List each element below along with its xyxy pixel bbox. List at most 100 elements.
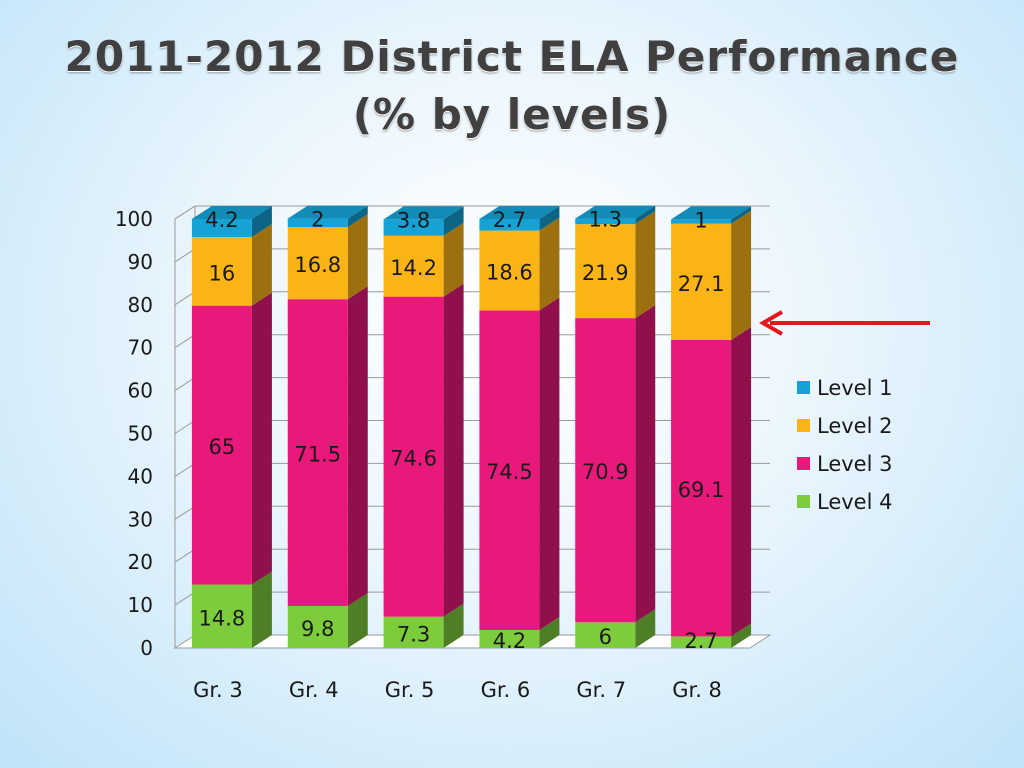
legend-item: Level 1 [797,376,892,400]
data-label: 27.1 [678,272,725,296]
chart-bars [191,205,752,648]
bar-segment [671,210,752,340]
data-label: 3.8 [397,208,430,232]
chart-axes: 0 10 20 30 40 50 60 70 80 90 100 Gr. 3 Gr. 4 Gr. 5 Gr.… [115,207,722,702]
bar-segment [191,571,272,648]
legend-label: Level 3 [817,452,892,476]
gridline-side [174,334,196,349]
y-tick-label: 40 [128,464,153,488]
bar-segment-side [251,571,272,648]
gridline-side [174,248,196,263]
gridline-side [174,462,196,477]
bar-segment-side [251,224,272,306]
bar-segment-side [443,603,464,648]
legend-label: Level 1 [817,376,892,400]
bar-segment [671,623,752,648]
bar-segment [287,214,368,300]
chart-annotation [759,310,930,336]
bar-segment [383,206,464,236]
bar-segment-side [443,206,464,236]
data-label: 1 [694,208,707,232]
bar-segment-front [479,219,540,231]
legend-label: Level 4 [817,490,892,514]
y-tick-label: 20 [128,550,153,574]
data-label: 14.8 [199,606,246,630]
x-tick-label: Gr. 4 [289,678,339,702]
y-tick-label: 50 [128,422,153,446]
data-label: 74.5 [486,460,533,484]
data-label: 4.2 [205,208,238,232]
bar-segment-top [479,206,560,219]
y-tick-label: 90 [128,250,153,274]
bar-segment-side [731,206,752,224]
data-label: 7.3 [397,622,430,646]
bar-segment-side [731,623,752,648]
bar-segment [671,326,752,637]
bar-segment [191,206,272,238]
bar-segment-front [287,605,348,648]
bar-segment-front [383,296,444,617]
legend-item: Level 4 [797,490,892,514]
bar-segment [383,283,464,617]
gridline-side [174,505,196,520]
data-label: 16 [209,261,236,285]
bar-segment-top [671,206,752,220]
bar-segment-front [191,219,252,238]
bar-segment-front [671,339,732,637]
y-tick-label: 70 [128,336,153,360]
legend-swatch [797,457,810,470]
legend-item: Level 2 [797,414,892,438]
bar-segment [479,297,560,630]
gridline-side [174,591,196,606]
bar-segment [575,205,656,225]
chart-legend: Level 1 Level 2 Level 3 Level 4 [797,376,892,514]
slide-title-line1: 2011-2012 District ELA Performance [64,32,960,81]
bar-segment-front [191,305,252,585]
bar-segment-front [287,299,348,606]
bar-segment-front [383,235,444,297]
gridline-side [174,205,196,220]
bar-segment-front [287,218,348,228]
y-tick-label: 80 [128,293,153,317]
bar-segment [287,592,368,648]
annotation-arrow-head [759,310,784,336]
bar-segment [191,224,272,306]
bar-segment-side [539,616,560,648]
bar-segment-top [383,206,464,220]
data-label: 2 [311,208,324,232]
data-label: 21.9 [582,261,629,285]
bar-segment-side [347,205,368,228]
bar-segment-front [575,218,636,225]
legend-item: Level 3 [797,452,892,476]
bar-segment-side [347,286,368,606]
bar-segment-side [731,210,752,340]
bar-segment [479,616,560,648]
gridline-side [174,377,196,392]
bar-segment-front [671,636,732,648]
data-label: 65 [209,435,236,459]
bar-segment-side [347,592,368,648]
gridline-side [174,420,196,434]
y-tick-label: 0 [140,636,153,660]
data-label: 71.5 [294,443,341,467]
data-label: 9.8 [301,617,334,641]
bar-segment [671,206,752,224]
chart-data-labels: 14.865164.29.871.516.827.374.614.23.84.2… [199,208,725,653]
bar-segment-side [635,305,656,623]
legend-swatch [797,381,810,394]
data-label: 14.2 [390,256,437,280]
bar-segment-side [635,205,656,225]
data-label: 69.1 [678,478,725,502]
bar-segment [383,603,464,648]
bar-segment-front [287,227,348,300]
bar-segment-side [347,214,368,300]
legend-swatch [797,495,810,508]
bar-segment-front [575,318,636,623]
bar-segment-side [443,283,464,617]
bar-segment-front [479,629,540,648]
bar-segment-side [635,609,656,648]
bar-segment [575,305,656,623]
x-tick-label: Gr. 3 [193,678,243,702]
data-label: 6 [599,625,612,649]
